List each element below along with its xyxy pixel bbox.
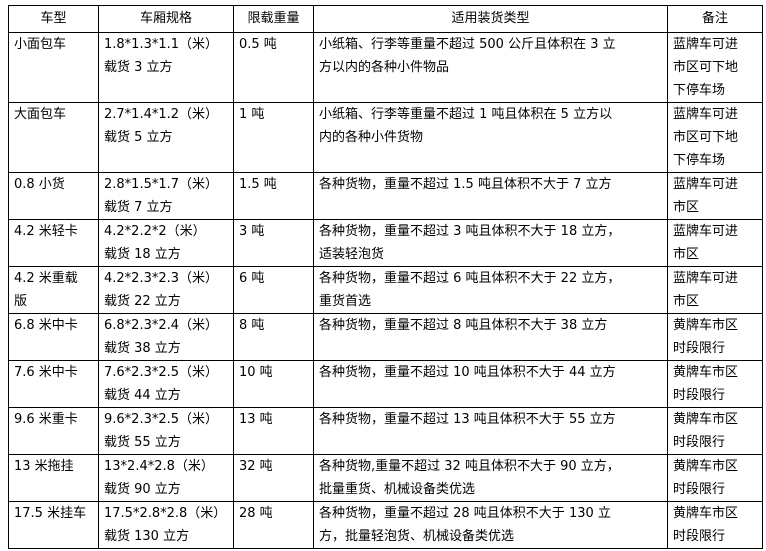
header-cargo-spec: 车厢规格 [98,5,234,33]
cell-notes: 蓝牌车可进 市区可下地 下停车场 [667,102,763,173]
cell-load-limit: 3 吨 [233,219,314,267]
table-row: 13 米拖挂 13*2.4*2.8（米） 载货 90 立方 32 吨各种货物,重量不… [8,454,763,502]
cell-load-limit: 1.5 吨 [233,172,314,220]
cell-load-limit: 6 吨 [233,266,314,314]
header-notes: 备注 [667,5,763,33]
table-row: 4.2 米轻卡 4.2*2.2*2（米） 载货 18 立方 3 吨各种货物，重量不超… [8,219,763,267]
cell-cargo-spec: 13*2.4*2.8（米） 载货 90 立方 [98,454,234,502]
table-row: 9.6 米重卡 9.6*2.3*2.5（米） 载货 55 立方 13 吨各种货物，重… [8,407,763,455]
header-vehicle-type: 车型 [8,5,99,33]
table-row: 大面包车 2.7*1.4*1.2（米） 载货 5 立方 1 吨小纸箱、行李等重量不超… [8,102,763,173]
cell-cargo-spec: 2.8*1.5*1.7（米） 载货 7 立方 [98,172,234,220]
cell-notes: 蓝牌车可进 市区可下地 下停车场 [667,32,763,103]
cell-cargo-types: 各种货物，重量不超过 6 吨且体积不大于 22 立方， 重货首选 [313,266,668,314]
table-row: 4.2 米重载 版 4.2*2.3*2.3（米） 载货 22 立方 6 吨各种货物，… [8,266,763,314]
cell-vehicle-type: 4.2 米重载 版 [8,266,99,314]
cell-load-limit: 10 吨 [233,360,314,408]
cell-cargo-spec: 6.8*2.3*2.4（米） 载货 38 立方 [98,313,234,361]
cell-notes: 黄牌车市区 时段限行 [667,454,763,502]
cell-vehicle-type: 17.5 米挂车 [8,501,99,549]
cell-cargo-types: 各种货物,重量不超过 32 吨且体积不大于 90 立方， 批量重货、机械设备类优… [313,454,668,502]
header-load-limit: 限载重量 [233,5,314,33]
cell-cargo-spec: 4.2*2.3*2.3（米） 载货 22 立方 [98,266,234,314]
header-row: 车型 车厢规格 限载重量 适用装货类型 备注 [8,5,763,33]
cell-vehicle-type: 7.6 米中卡 [8,360,99,408]
table-row: 小面包车 1.8*1.3*1.1（米） 载货 3 立方 0.5 吨小纸箱、行李等重量… [8,32,763,103]
cell-vehicle-type: 0.8 小货 [8,172,99,220]
cell-notes: 黄牌车市区 时段限行 [667,313,763,361]
cell-cargo-spec: 4.2*2.2*2（米） 载货 18 立方 [98,219,234,267]
header-cargo-types: 适用装货类型 [313,5,668,33]
cell-vehicle-type: 13 米拖挂 [8,454,99,502]
cell-cargo-types: 各种货物，重量不超过 28 吨且体积不大于 130 立 方，批量轻泡货、机械设备… [313,501,668,549]
cell-notes: 蓝牌车可进 市区 [667,266,763,314]
cell-notes: 黄牌车市区 时段限行 [667,407,763,455]
cell-notes: 黄牌车市区 时段限行 [667,360,763,408]
cell-cargo-types: 各种货物，重量不超过 1.5 吨且体积不大于 7 立方 [313,172,668,220]
cell-load-limit: 1 吨 [233,102,314,173]
cell-load-limit: 13 吨 [233,407,314,455]
table-row: 17.5 米挂车 17.5*2.8*2.8（米） 载货 130 立方 28 吨各种货… [8,501,763,549]
cell-notes: 蓝牌车可进 市区 [667,219,763,267]
cell-vehicle-type: 6.8 米中卡 [8,313,99,361]
cell-load-limit: 0.5 吨 [233,32,314,103]
cell-vehicle-type: 9.6 米重卡 [8,407,99,455]
cell-cargo-spec: 7.6*2.3*2.5（米） 载货 44 立方 [98,360,234,408]
cell-notes: 蓝牌车可进 市区 [667,172,763,220]
cell-load-limit: 8 吨 [233,313,314,361]
cell-cargo-types: 各种货物，重量不超过 3 吨且体积不大于 18 立方， 适装轻泡货 [313,219,668,267]
table-row: 7.6 米中卡 7.6*2.3*2.5（米） 载货 44 立方 10 吨各种货物，重… [8,360,763,408]
cell-vehicle-type: 小面包车 [8,32,99,103]
cell-cargo-spec: 17.5*2.8*2.8（米） 载货 130 立方 [98,501,234,549]
cell-load-limit: 28 吨 [233,501,314,549]
cell-vehicle-type: 4.2 米轻卡 [8,219,99,267]
cell-cargo-types: 各种货物，重量不超过 10 吨且体积不大于 44 立方 [313,360,668,408]
cell-notes: 黄牌车市区 时段限行 [667,501,763,549]
table-row: 0.8 小货 2.8*1.5*1.7（米） 载货 7 立方 1.5 吨各种货物，重量… [8,172,763,220]
cell-cargo-spec: 2.7*1.4*1.2（米） 载货 5 立方 [98,102,234,173]
table-row: 6.8 米中卡 6.8*2.3*2.4（米） 载货 38 立方 8 吨各种货物，重量… [8,313,763,361]
cell-cargo-types: 各种货物，重量不超过 13 吨且体积不大于 55 立方 [313,407,668,455]
cell-load-limit: 32 吨 [233,454,314,502]
vehicle-spec-table: 车型 车厢规格 限载重量 适用装货类型 备注 小面包车 1.8*1.3*1.1（米… [8,5,763,549]
cell-cargo-types: 小纸箱、行李等重量不超过 1 吨且体积在 5 立方以 内的各种小件货物 [313,102,668,173]
cell-cargo-types: 各种货物，重量不超过 8 吨且体积不大于 38 立方 [313,313,668,361]
cell-vehicle-type: 大面包车 [8,102,99,173]
cell-cargo-spec: 9.6*2.3*2.5（米） 载货 55 立方 [98,407,234,455]
cell-cargo-spec: 1.8*1.3*1.1（米） 载货 3 立方 [98,32,234,103]
cell-cargo-types: 小纸箱、行李等重量不超过 500 公斤且体积在 3 立 方以内的各种小件物品 [313,32,668,103]
